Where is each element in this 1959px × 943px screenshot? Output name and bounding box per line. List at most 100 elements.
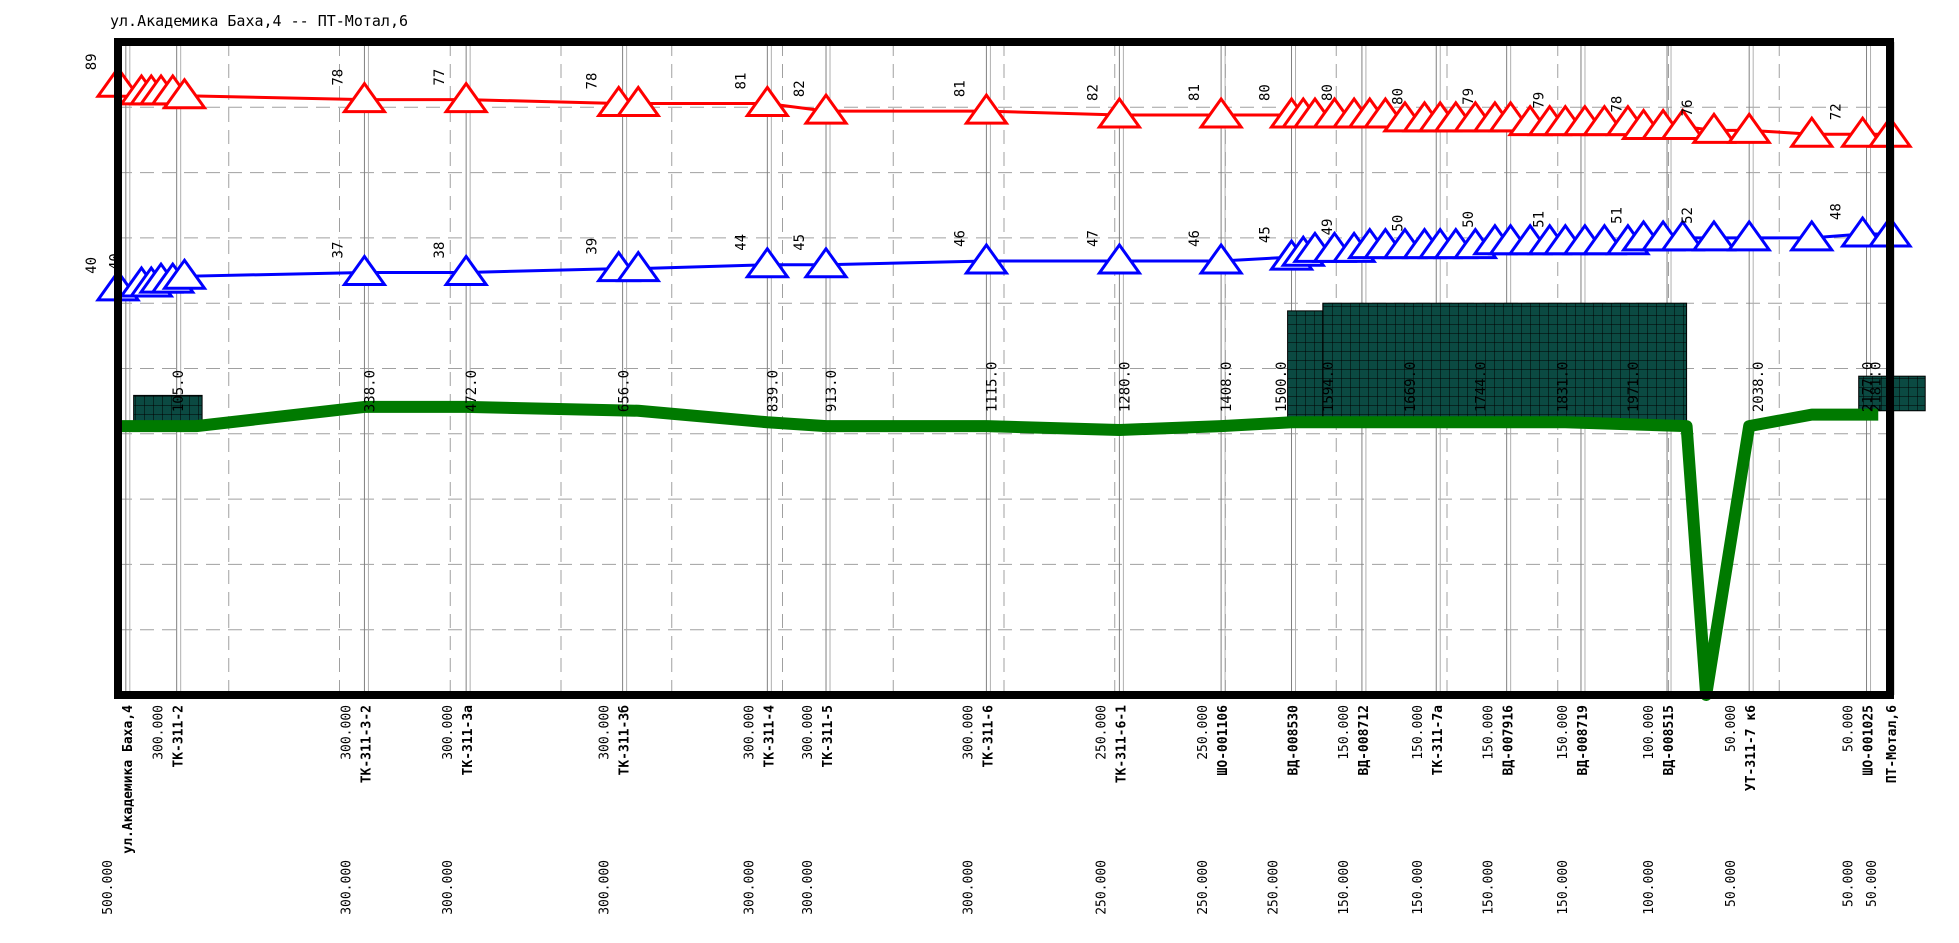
return-marker <box>1198 242 1245 275</box>
ground-value-label: 2038.0 <box>1751 362 1767 413</box>
segment-length-label: 250.000 <box>1196 860 1211 915</box>
return-marker <box>1659 219 1706 252</box>
segment-length-label: 300.000 <box>801 705 816 760</box>
supply-value-label: 81 <box>952 80 968 97</box>
return-marker <box>615 250 662 283</box>
node-name-label: ВД-008515 <box>1662 705 1677 775</box>
ground-value-label: 1594.0 <box>1321 362 1337 413</box>
segment-length-label: 250.000 <box>1094 860 1109 915</box>
node-name-label: ШО-001106 <box>1216 705 1231 776</box>
node-name-label: ТК-311-3-2 <box>359 705 374 783</box>
node-name-label: ШО-001025 <box>1862 705 1877 775</box>
supply-value-label: 72 <box>1829 103 1845 120</box>
node-name-label: ТК-311-2 <box>172 705 187 768</box>
ground-value-label: 1500.0 <box>1274 362 1290 413</box>
return-marker <box>803 246 849 279</box>
segment-length-label: 100.000 <box>1642 705 1657 760</box>
supply-marker <box>1788 115 1835 148</box>
ground-value-label: 105.0 <box>171 370 187 412</box>
return-marker <box>443 253 490 286</box>
return-value-label: 52 <box>1680 207 1696 224</box>
node-name-label: ул.Академика Баха,4 <box>121 705 136 854</box>
ground-value-label: 1971.0 <box>1626 362 1642 413</box>
segment-length-label: 150.000 <box>1337 860 1352 915</box>
segment-length-label: 150.000 <box>1482 705 1497 760</box>
return-marker <box>744 246 791 279</box>
segment-length-label: 50.000 <box>1842 860 1857 907</box>
node-name-label: ТК-311-6-1 <box>1114 705 1129 783</box>
return-value-label: 51 <box>1610 207 1626 224</box>
segment-length-label: 50.000 <box>1724 860 1739 907</box>
segment-length-label: 150.000 <box>1556 860 1571 915</box>
return-value-label: 50 <box>1461 211 1477 228</box>
return-value-label: 37 <box>330 242 346 259</box>
ground-value-label: 1831.0 <box>1556 362 1572 413</box>
ground-value-label: 472.0 <box>464 370 480 412</box>
series-layer <box>95 65 1913 302</box>
return-marker <box>1691 219 1737 252</box>
supply-marker <box>1726 111 1773 144</box>
segment-length-label: 300.000 <box>598 860 613 915</box>
hatched-block <box>1287 310 1324 427</box>
segment-length-label: 150.000 <box>1556 705 1571 760</box>
node-name-label: ТК-311-4 <box>762 705 777 768</box>
segment-length-label: 50.000 <box>1842 705 1857 752</box>
supply-marker <box>744 84 791 117</box>
return-value-label: 51 <box>1531 211 1547 228</box>
return-value-label: 45 <box>1258 226 1274 243</box>
return-value-label: 38 <box>432 242 448 259</box>
segment-length-label: 300.000 <box>598 705 613 760</box>
segment-length-label: 300.000 <box>441 705 456 760</box>
return-marker <box>161 257 208 290</box>
segment-length-label: 250.000 <box>1196 705 1211 760</box>
supply-marker <box>963 92 1010 125</box>
ground-line <box>118 400 1879 701</box>
supply-value-label: 79 <box>1531 92 1547 109</box>
labels-layer: 89 78 77 78 81 82 81 82 81 80 80 80 79 79 78 76 72 40 40 37… <box>84 53 1900 914</box>
segment-length-label: 300.000 <box>441 860 456 915</box>
supply-marker <box>1198 96 1245 129</box>
return-value-label: 44 <box>733 234 749 251</box>
node-name-label: ТК-311-5 <box>821 705 836 768</box>
supply-marker <box>1096 96 1143 129</box>
return-value-label: 47 <box>1085 230 1101 247</box>
segment-length-label: 150.000 <box>1482 860 1497 915</box>
ground-layer <box>118 400 1879 701</box>
node-name-label: ТК-311-7а <box>1431 705 1446 776</box>
supply-value-label: 82 <box>792 80 808 97</box>
ground-value-label: 656.0 <box>617 370 633 412</box>
node-name-label: ВД-008712 <box>1357 705 1372 775</box>
segment-length-label: 150.000 <box>1337 705 1352 760</box>
segment-length-label: 300.000 <box>742 860 757 915</box>
node-name-label: УТ-311-7 к6 <box>1744 705 1759 791</box>
segment-length-label: 250.000 <box>1267 860 1282 915</box>
ground-value-label: 1669.0 <box>1403 362 1419 413</box>
supply-value-label: 78 <box>330 69 346 86</box>
node-name-label: ТК-311-3а <box>461 705 476 776</box>
chart-title: ул.Академика Баха,4 -- ПТ-Мотал,6 <box>110 12 409 30</box>
return-value-label: 39 <box>585 238 601 255</box>
supply-value-label: 78 <box>1610 96 1626 113</box>
supply-marker <box>1691 111 1737 144</box>
ground-value-label: 338.0 <box>362 370 378 412</box>
segment-length-label: 300.000 <box>742 705 757 760</box>
supply-value-label: 80 <box>1320 84 1336 101</box>
supply-marker <box>1659 107 1706 141</box>
supply-value-label: 80 <box>1258 84 1274 101</box>
return-value-label: 40 <box>84 257 100 274</box>
node-lines-layer <box>125 42 1895 695</box>
return-marker <box>1096 242 1143 275</box>
return-value-label: 50 <box>1391 215 1407 232</box>
ground-value-label: 839.0 <box>765 370 781 412</box>
supply-marker <box>615 84 662 117</box>
plot-frame <box>114 38 1894 699</box>
ground-value-label: 913.0 <box>824 370 840 412</box>
segment-length-label: 300.000 <box>152 705 167 760</box>
node-name-label: ТК-311-6 <box>981 705 996 768</box>
supply-marker <box>443 81 490 114</box>
return-marker <box>1788 219 1835 252</box>
supply-marker <box>161 77 208 110</box>
supply-value-label: 82 <box>1085 84 1101 101</box>
segment-length-label: 50.000 <box>1724 705 1739 752</box>
